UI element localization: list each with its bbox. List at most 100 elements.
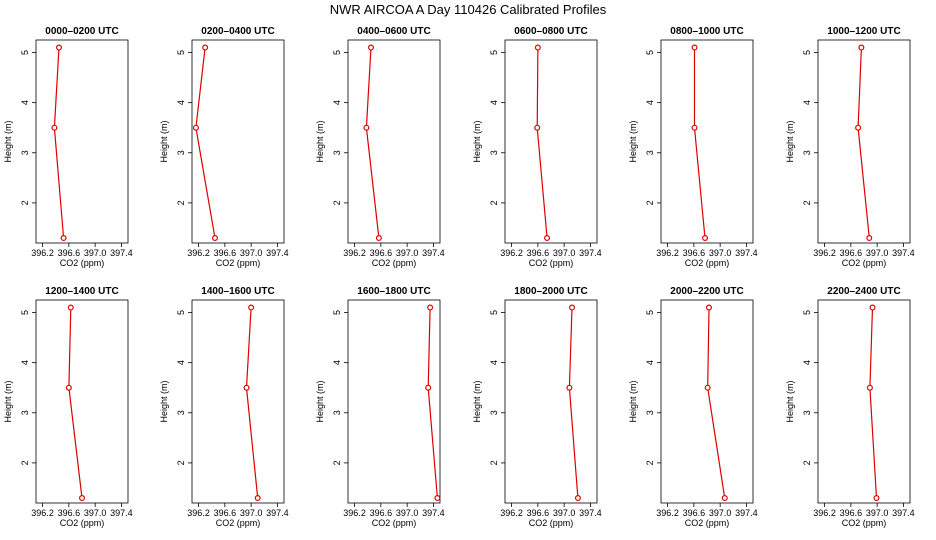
x-tick-label: 397.4 bbox=[892, 508, 915, 518]
y-axis-label: Height (m) bbox=[785, 380, 795, 422]
data-point bbox=[375, 234, 382, 241]
plot-frame bbox=[347, 39, 441, 244]
plot-frame bbox=[35, 299, 129, 504]
series-line bbox=[68, 307, 83, 499]
plot-frame bbox=[191, 39, 285, 244]
plot-frame bbox=[35, 39, 129, 244]
y-tick-label: 4 bbox=[489, 360, 499, 365]
figure-title: NWR AIRCOA A Day 110426 Calibrated Profi… bbox=[330, 2, 607, 17]
y-tick-label: 4 bbox=[802, 100, 812, 105]
y-tick-label: 5 bbox=[332, 310, 342, 315]
x-tick-label: 396.6 bbox=[527, 508, 550, 518]
y-tick-label: 3 bbox=[645, 410, 655, 415]
data-point bbox=[705, 304, 712, 311]
y-axis-label: Height (m) bbox=[315, 120, 325, 162]
panel-title: 1800–2000 UTC bbox=[514, 286, 587, 297]
data-point bbox=[434, 494, 441, 501]
y-tick-label: 2 bbox=[176, 460, 186, 465]
plot-frame bbox=[817, 299, 911, 504]
y-tick-label: 5 bbox=[645, 50, 655, 55]
x-tick-label: 396.6 bbox=[527, 248, 550, 258]
y-tick-label: 3 bbox=[802, 150, 812, 155]
panel: 0000–0200 UTC 396.2 396.6 397.0 397.4 CO2 (pp… bbox=[3, 26, 133, 268]
x-tick-label: 396.6 bbox=[683, 248, 706, 258]
panel: 0200–0400 UTC 396.2 396.6 397.0 397.4 CO2 (pp… bbox=[159, 26, 289, 268]
panel: 1800–2000 UTC 396.2 396.6 397.0 397.4 CO2 (pp… bbox=[472, 286, 602, 528]
x-tick-label: 396.2 bbox=[656, 508, 679, 518]
panel-title: 0600–0800 UTC bbox=[514, 26, 587, 37]
x-tick-label: 397.4 bbox=[266, 508, 289, 518]
panel: 1000–1200 UTC 396.2 396.6 397.0 397.4 CO2 (pp… bbox=[785, 26, 915, 268]
panel: 0600–0800 UTC 396.2 396.6 397.0 397.4 CO2 (pp… bbox=[472, 26, 602, 268]
y-axis-label: Height (m) bbox=[785, 120, 795, 162]
data-point bbox=[212, 234, 219, 241]
panel: 1200–1400 UTC 396.2 396.6 397.0 397.4 CO2 (pp… bbox=[3, 286, 133, 528]
panel: 0400–0600 UTC 396.2 396.6 397.0 397.4 CO2 (pp… bbox=[315, 26, 445, 268]
panel-title: 1200–1400 UTC bbox=[45, 286, 118, 297]
x-axis-label: CO2 (ppm) bbox=[685, 518, 730, 528]
x-axis-label: CO2 (ppm) bbox=[60, 518, 105, 528]
x-axis-label: CO2 (ppm) bbox=[842, 518, 887, 528]
data-point bbox=[855, 124, 862, 131]
plot-frame bbox=[660, 39, 754, 244]
x-tick-label: 397.0 bbox=[866, 508, 889, 518]
panel-title: 0800–1000 UTC bbox=[670, 26, 743, 37]
panel: 2200–2400 UTC 396.2 396.6 397.0 397.4 CO2 (pp… bbox=[785, 286, 915, 528]
data-point bbox=[534, 44, 541, 51]
y-tick-label: 2 bbox=[332, 460, 342, 465]
y-tick-label: 3 bbox=[176, 150, 186, 155]
y-tick-label: 4 bbox=[489, 100, 499, 105]
x-tick-label: 397.4 bbox=[735, 508, 758, 518]
y-tick-label: 2 bbox=[332, 200, 342, 205]
x-axis-label: CO2 (ppm) bbox=[685, 258, 730, 268]
data-point bbox=[702, 234, 709, 241]
series-line bbox=[195, 47, 216, 239]
series-line bbox=[869, 307, 878, 499]
y-axis-label: Height (m) bbox=[315, 380, 325, 422]
y-tick-label: 5 bbox=[176, 310, 186, 315]
series-line bbox=[857, 47, 870, 239]
y-axis-label: Height (m) bbox=[472, 380, 482, 422]
panel: 1400–1600 UTC 396.2 396.6 397.0 397.4 CO2 (pp… bbox=[159, 286, 289, 528]
y-tick-label: 2 bbox=[489, 460, 499, 465]
y-tick-label: 3 bbox=[489, 410, 499, 415]
data-point bbox=[254, 494, 261, 501]
panel: 0800–1000 UTC 396.2 396.6 397.0 397.4 CO2 (pp… bbox=[628, 26, 758, 268]
x-tick-label: 397.0 bbox=[866, 248, 889, 258]
data-point bbox=[67, 304, 74, 311]
x-tick-label: 397.4 bbox=[735, 248, 758, 258]
y-tick-label: 5 bbox=[20, 50, 30, 55]
x-tick-label: 397.4 bbox=[422, 248, 445, 258]
series-line bbox=[536, 47, 548, 239]
series-line bbox=[245, 307, 259, 499]
series-line bbox=[53, 47, 65, 239]
y-tick-label: 5 bbox=[645, 310, 655, 315]
data-point bbox=[544, 234, 551, 241]
x-tick-label: 396.2 bbox=[187, 248, 210, 258]
data-point bbox=[704, 384, 711, 391]
series-line bbox=[707, 307, 726, 499]
x-tick-label: 396.6 bbox=[214, 248, 237, 258]
y-axis-label: Height (m) bbox=[628, 120, 638, 162]
x-tick-label: 397.4 bbox=[110, 248, 133, 258]
x-tick-label: 397.0 bbox=[84, 248, 107, 258]
y-axis-label: Height (m) bbox=[472, 120, 482, 162]
x-tick-label: 396.2 bbox=[813, 248, 836, 258]
x-tick-label: 396.2 bbox=[343, 248, 366, 258]
y-axis-label: Height (m) bbox=[159, 120, 169, 162]
x-axis-label: CO2 (ppm) bbox=[529, 258, 574, 268]
panel-title: 2000–2200 UTC bbox=[670, 286, 743, 297]
x-tick-label: 396.2 bbox=[31, 248, 54, 258]
series-line bbox=[693, 47, 706, 239]
data-point bbox=[368, 44, 375, 51]
data-point bbox=[866, 234, 873, 241]
data-point bbox=[869, 304, 876, 311]
x-tick-label: 397.4 bbox=[110, 508, 133, 518]
panel-title: 1600–1800 UTC bbox=[357, 286, 430, 297]
data-point bbox=[534, 124, 541, 131]
series-line bbox=[427, 307, 438, 499]
y-tick-label: 2 bbox=[645, 200, 655, 205]
x-axis-label: CO2 (ppm) bbox=[216, 258, 261, 268]
panel: 1600–1800 UTC 396.2 396.6 397.0 397.4 CO2 (pp… bbox=[315, 286, 445, 528]
